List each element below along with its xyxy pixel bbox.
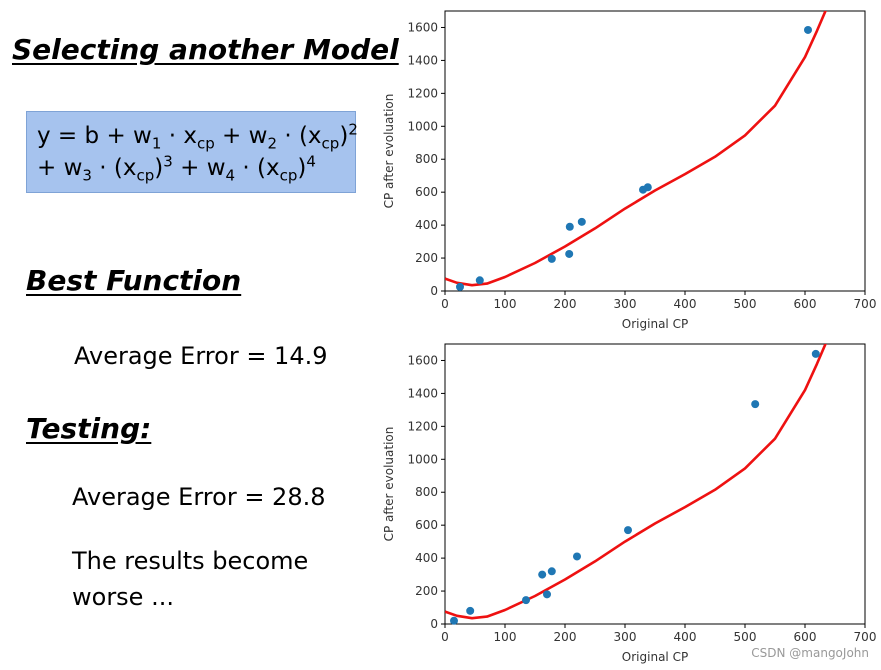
x-tick-label: 600 xyxy=(794,297,817,311)
y-tick-label: 1400 xyxy=(407,386,438,400)
data-point xyxy=(522,596,530,605)
x-tick-label: 200 xyxy=(554,297,577,311)
data-point xyxy=(804,25,812,34)
x-axis-label: Original CP xyxy=(622,650,688,664)
data-point xyxy=(643,183,652,192)
data-point xyxy=(547,254,556,263)
y-tick-label: 400 xyxy=(415,218,438,232)
y-tick-label: 0 xyxy=(430,284,438,298)
data-point xyxy=(565,249,574,258)
y-tick-label: 600 xyxy=(415,518,438,532)
regression-curve xyxy=(445,11,827,287)
x-tick-label: 300 xyxy=(614,297,637,311)
y-tick-label: 1000 xyxy=(407,452,438,466)
best-average-error: Average Error = 14.9 xyxy=(74,342,328,370)
data-point xyxy=(475,276,484,285)
y-tick-label: 400 xyxy=(415,551,438,565)
training-chart: 0 100 200 300 400 500 600 700 0 200 400 600 800 1000 1… xyxy=(382,10,877,331)
data-point xyxy=(624,526,632,535)
y-tick-label: 600 xyxy=(415,185,438,199)
plot-frame xyxy=(444,10,866,292)
testing-chart: 0 100 200 300 400 500 600 700 0 200 400 600 800 1000 1… xyxy=(382,343,877,664)
data-point xyxy=(751,400,760,409)
data-point xyxy=(450,616,458,625)
x-tick-label: 100 xyxy=(494,630,517,644)
data-point xyxy=(547,567,556,576)
x-tick-label: 100 xyxy=(494,297,517,311)
watermark: CSDN @mangoJohn xyxy=(751,646,869,660)
data-point xyxy=(456,282,464,291)
x-tick-label: 0 xyxy=(441,297,449,311)
x-tick-label: 400 xyxy=(674,630,697,644)
data-point xyxy=(538,570,547,579)
y-tick-label: 200 xyxy=(415,584,438,598)
testing-average-error: Average Error = 28.8 xyxy=(72,483,326,511)
x-tick-label: 300 xyxy=(614,630,637,644)
y-tick-label: 1400 xyxy=(407,53,438,67)
formula-line-1: y = b + w1 · xcp + w2 · (xcp)2 xyxy=(37,120,358,153)
x-tick-label: 700 xyxy=(854,297,877,311)
y-tick-label: 1200 xyxy=(407,86,438,100)
formula-line-2: + w3 · (xcp)3 + w4 · (xcp)4 xyxy=(37,152,316,185)
x-axis-label: Original CP xyxy=(622,317,688,331)
y-tick-label: 1000 xyxy=(407,119,438,133)
x-tick-label: 500 xyxy=(734,630,757,644)
y-tick-label: 0 xyxy=(430,617,438,631)
y-tick-label: 1600 xyxy=(407,20,438,34)
x-tick-label: 500 xyxy=(734,297,757,311)
data-point xyxy=(543,590,551,599)
y-tick-label: 1200 xyxy=(407,419,438,433)
best-function-heading: Best Function xyxy=(26,264,242,297)
data-point xyxy=(565,222,574,231)
x-tick-label: 600 xyxy=(794,630,817,644)
x-tick-label: 0 xyxy=(441,630,449,644)
y-tick-label: 800 xyxy=(415,485,438,499)
testing-heading: Testing: xyxy=(26,412,152,445)
y-tick-label: 200 xyxy=(415,251,438,265)
model-formula: y = b + w1 · xcp + w2 · (xcp)2 + w3 · (x… xyxy=(26,111,358,193)
y-tick-label: 800 xyxy=(415,152,438,166)
y-axis-label: CP after evoluation xyxy=(382,94,396,209)
y-tick-label: 1600 xyxy=(407,353,438,367)
y-axis-label: CP after evoluation xyxy=(382,427,396,542)
slide-title: Selecting another Model xyxy=(12,33,399,66)
x-tick-label: 200 xyxy=(554,630,577,644)
data-point xyxy=(811,349,820,358)
plot-frame xyxy=(444,343,866,625)
conclusion-text: The results become worse ... xyxy=(72,547,309,611)
x-tick-label: 700 xyxy=(854,630,877,644)
x-tick-label: 400 xyxy=(674,297,697,311)
data-point xyxy=(573,552,581,561)
regression-curve xyxy=(445,344,827,620)
data-point xyxy=(577,217,586,226)
data-point xyxy=(466,606,475,615)
